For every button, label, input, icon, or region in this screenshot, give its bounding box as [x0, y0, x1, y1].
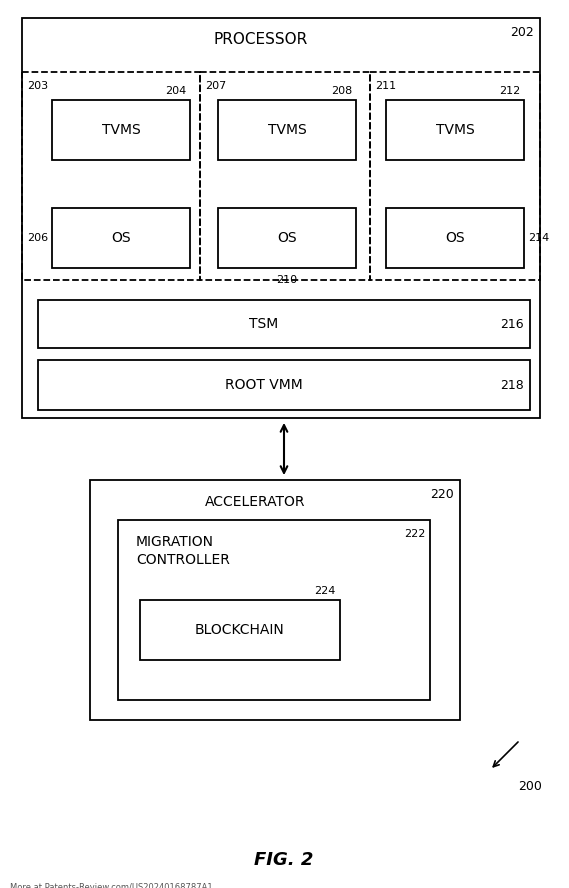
Bar — [38, 360, 530, 410]
Text: 208: 208 — [331, 86, 352, 96]
Text: TVMS: TVMS — [102, 123, 141, 137]
Bar — [200, 72, 370, 280]
Text: 212: 212 — [499, 86, 520, 96]
Text: PROCESSOR: PROCESSOR — [214, 33, 308, 47]
Text: TVMS: TVMS — [436, 123, 475, 137]
Text: BLOCKCHAIN: BLOCKCHAIN — [195, 623, 285, 637]
Bar — [22, 18, 540, 418]
Text: 211: 211 — [375, 81, 396, 91]
Bar — [52, 208, 190, 268]
Bar — [118, 520, 430, 700]
Text: 220: 220 — [430, 488, 454, 501]
Text: 207: 207 — [205, 81, 226, 91]
Text: OS: OS — [277, 231, 297, 245]
Bar — [218, 208, 356, 268]
Text: OS: OS — [445, 231, 465, 245]
Text: FIG. 2: FIG. 2 — [254, 851, 314, 869]
Text: OS: OS — [111, 231, 131, 245]
Bar — [140, 600, 340, 660]
Bar — [52, 100, 190, 160]
Bar — [386, 100, 524, 160]
Text: 214: 214 — [528, 233, 549, 243]
Bar — [370, 72, 540, 280]
Text: 202: 202 — [510, 26, 534, 38]
Text: 224: 224 — [315, 586, 336, 596]
Text: 204: 204 — [165, 86, 186, 96]
Text: TSM: TSM — [249, 317, 279, 331]
Text: ROOT VMM: ROOT VMM — [225, 378, 303, 392]
Text: More at Patents-Review.com/US20240168787A1: More at Patents-Review.com/US20240168787… — [10, 882, 213, 888]
Text: 222: 222 — [405, 529, 426, 539]
Text: CONTROLLER: CONTROLLER — [136, 553, 230, 567]
Text: TVMS: TVMS — [267, 123, 306, 137]
Text: 210: 210 — [277, 275, 298, 285]
Text: MIGRATION: MIGRATION — [136, 535, 214, 549]
Bar — [22, 72, 200, 280]
Bar — [38, 300, 530, 348]
Text: 216: 216 — [500, 318, 524, 330]
Text: 200: 200 — [518, 780, 542, 793]
Text: 218: 218 — [500, 378, 524, 392]
Text: ACCELERATOR: ACCELERATOR — [205, 495, 305, 509]
Bar — [218, 100, 356, 160]
Bar — [386, 208, 524, 268]
Text: 206: 206 — [27, 233, 48, 243]
Bar — [90, 480, 460, 720]
Text: 203: 203 — [27, 81, 48, 91]
